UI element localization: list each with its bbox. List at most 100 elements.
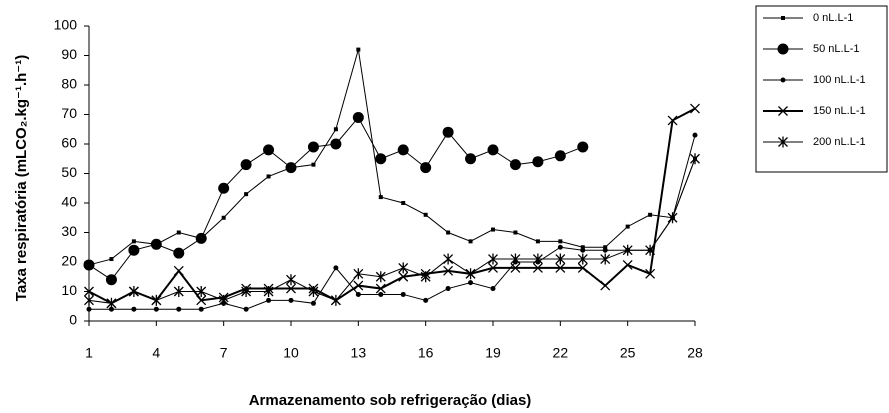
data-point — [308, 286, 319, 297]
data-point — [244, 192, 249, 197]
data-point — [692, 132, 698, 138]
data-point — [645, 244, 656, 256]
data-point — [602, 247, 608, 253]
data-point — [625, 224, 630, 229]
data-point — [490, 286, 496, 292]
data-point — [333, 265, 339, 271]
y-tick-label: 70 — [61, 105, 77, 121]
data-point — [488, 253, 498, 265]
data-point — [243, 306, 249, 312]
y-axis-title: Taxa respiratória (mLCO₂.kg⁻¹.h⁻¹) — [13, 55, 30, 301]
data-point — [355, 291, 361, 297]
legend-marker — [780, 77, 786, 83]
data-point — [353, 268, 364, 280]
legend-label: 50 nL.L-1 — [813, 43, 859, 55]
data-point — [443, 253, 454, 265]
data-point — [330, 294, 341, 306]
x-tick-label: 13 — [351, 345, 367, 361]
data-point — [330, 138, 342, 150]
data-point — [310, 300, 316, 306]
data-point — [263, 286, 274, 297]
data-point — [398, 262, 409, 274]
data-point — [356, 47, 361, 52]
data-point — [221, 215, 226, 220]
data-point — [109, 257, 114, 262]
data-point — [176, 230, 181, 235]
data-point — [557, 244, 563, 250]
data-point — [468, 280, 474, 286]
data-point — [600, 253, 611, 265]
data-point — [218, 182, 230, 194]
data-point — [286, 283, 296, 294]
data-point — [196, 295, 207, 306]
data-point — [378, 291, 384, 297]
series-line — [89, 135, 696, 310]
legend-marker — [778, 106, 788, 116]
data-point — [555, 253, 566, 265]
data-point — [532, 253, 543, 265]
data-point — [218, 294, 229, 306]
y-tick-label: 100 — [54, 17, 78, 33]
data-point — [266, 297, 272, 303]
x-tick-label: 10 — [283, 345, 299, 361]
data-point — [286, 274, 296, 286]
y-tick-label: 50 — [61, 164, 77, 180]
data-point — [580, 247, 586, 253]
legend-box — [755, 5, 888, 173]
data-point — [600, 280, 611, 291]
data-point — [554, 150, 566, 162]
data-point — [690, 153, 700, 165]
data-point — [375, 271, 386, 283]
legend-label: 0 nL.L-1 — [813, 12, 853, 24]
data-point — [108, 306, 114, 312]
data-point — [307, 141, 319, 153]
series-line — [88, 49, 696, 266]
data-point — [128, 244, 140, 256]
data-point — [352, 111, 364, 123]
data-point — [288, 297, 294, 303]
y-tick-label: 90 — [61, 46, 77, 62]
data-point — [173, 286, 184, 297]
data-point — [513, 230, 518, 235]
x-axis-title: Armazenamento sob refrigeração (dias) — [249, 392, 532, 409]
data-point — [577, 262, 588, 273]
data-point — [423, 212, 428, 217]
data-point — [622, 259, 633, 270]
data-point — [510, 253, 521, 265]
x-tick-label: 28 — [687, 345, 703, 361]
data-point — [510, 262, 521, 273]
data-point — [375, 153, 387, 165]
data-point — [285, 162, 297, 174]
data-point — [443, 265, 454, 276]
data-point — [176, 306, 182, 312]
legend-marker — [778, 136, 788, 148]
data-point — [241, 286, 252, 297]
data-point — [266, 174, 271, 179]
data-point — [105, 274, 117, 286]
x-tick-label: 16 — [418, 345, 434, 361]
data-point — [353, 280, 364, 291]
legend-marker — [781, 16, 785, 20]
series-line — [88, 107, 696, 305]
data-point — [442, 126, 454, 138]
data-point — [648, 212, 653, 217]
data-point — [532, 262, 543, 273]
data-point — [445, 286, 451, 292]
data-point — [84, 286, 94, 297]
data-point — [487, 144, 499, 156]
x-tick-label: 7 — [220, 345, 228, 361]
y-tick-label: 0 — [69, 312, 77, 328]
x-tick-label: 1 — [85, 345, 93, 361]
legend-label: 200 nL.L-1 — [813, 136, 866, 148]
data-point — [535, 239, 540, 244]
data-point — [150, 238, 162, 250]
data-point — [84, 294, 94, 306]
y-tick-label: 80 — [61, 76, 77, 92]
y-tick-label: 20 — [61, 253, 77, 269]
y-tick-label: 60 — [61, 135, 77, 151]
data-point — [667, 212, 678, 224]
data-point — [491, 227, 495, 232]
data-point — [397, 144, 409, 156]
series-line — [88, 158, 696, 304]
data-point — [375, 283, 386, 294]
